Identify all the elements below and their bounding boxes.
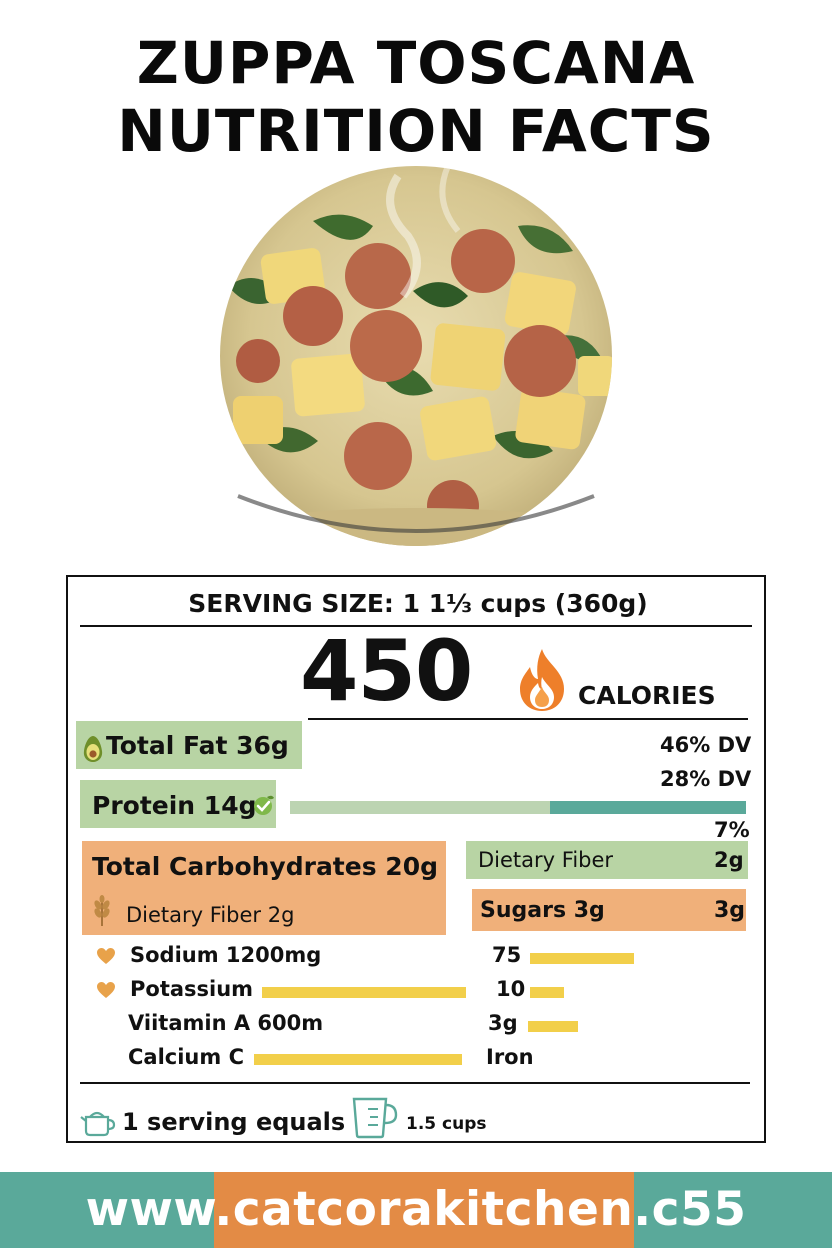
page-title-line1: ZUPPA TOSCANA — [136, 29, 696, 97]
website-banner: www.catcorakitchen.c55 — [0, 1172, 832, 1248]
mineral-calcium-label: Calcium C — [128, 1045, 244, 1069]
mineral-vitamin-a-value: 3g — [488, 1011, 518, 1035]
calories-label: CALORIES — [578, 681, 716, 710]
banner-accent — [214, 1172, 634, 1248]
mineral-sodium-value: 75 — [492, 943, 522, 967]
potassium-bar — [262, 987, 466, 998]
footer-serving-equals: 1 serving equals — [122, 1108, 346, 1136]
total-fat-label: Total Fat 36g — [106, 731, 289, 760]
serving-size: SERVING SIZE: 1 1⅓ cups (360g) — [188, 589, 648, 618]
calcium-bar — [254, 1054, 462, 1065]
mineral-sodium-label: Sodium 1200mg — [130, 943, 322, 967]
protein-bar-fill — [550, 801, 746, 814]
avocado-icon — [83, 736, 103, 762]
potassium-right-bar — [530, 987, 564, 998]
sugars-highlight — [472, 889, 746, 931]
dietary-fiber-value: 2g — [714, 848, 744, 872]
check-leaf-icon — [254, 795, 274, 815]
sugars-value: 3g — [714, 898, 746, 923]
protein-dv: 28% DV — [660, 767, 752, 791]
flame-icon — [520, 649, 564, 711]
nutrition-panel: SERVING SIZE: 1 1⅓ cups (360g) 450 CALOR… — [66, 575, 766, 1143]
protein-label: Protein 14g — [92, 791, 257, 820]
protein-highlight — [80, 780, 276, 828]
footer-cups: 1.5 cups — [406, 1114, 487, 1134]
sodium-bar — [530, 953, 634, 964]
total-carbs-label: Total Carbohydrates 20g — [92, 852, 438, 881]
sugars-label: Sugars 3g — [480, 898, 605, 923]
page-title-line2: NUTRITION FACTS — [117, 97, 715, 165]
calories-value: 450 — [300, 622, 473, 720]
total-fat-highlight — [76, 721, 302, 769]
mineral-iron-label: Iron — [486, 1045, 534, 1069]
divider — [80, 1082, 750, 1084]
total-carbs-highlight — [82, 841, 446, 935]
heart-icon — [97, 982, 115, 998]
total-fat-dv: 46% DV — [660, 733, 752, 757]
carb-dietary-fiber: Dietary Fiber 2g — [126, 903, 295, 927]
vitamin-a-bar — [528, 1021, 578, 1032]
heart-icon — [97, 948, 115, 964]
teapot-icon — [80, 1111, 116, 1137]
mineral-vitamin-a-label: Viitamin A 600m — [128, 1011, 324, 1035]
wheat-icon — [94, 895, 110, 926]
dv-seven-percent: 7% — [714, 818, 750, 842]
divider — [308, 718, 748, 720]
dietary-fiber-label: Dietary Fiber — [478, 848, 614, 872]
mineral-potassium-label: Potassium — [130, 977, 254, 1001]
dietary-fiber-highlight — [466, 841, 748, 879]
website-url[interactable]: www.catcorakitchen.c55 — [85, 1182, 747, 1237]
divider — [80, 625, 752, 627]
mineral-potassium-value: 10 — [496, 977, 526, 1001]
soup-photo — [220, 166, 612, 546]
measuring-cup-icon — [352, 1097, 398, 1139]
